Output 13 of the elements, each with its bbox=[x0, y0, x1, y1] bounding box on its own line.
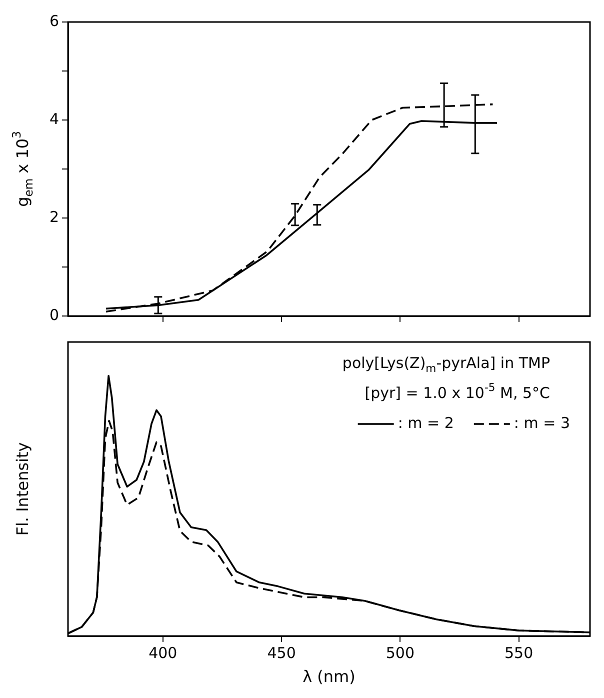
y-tick-label: 2 bbox=[49, 208, 59, 226]
legend-label: : m = 2 bbox=[398, 414, 454, 432]
x-axis-title: λ (nm) bbox=[302, 667, 356, 686]
legend-label: : m = 3 bbox=[514, 414, 570, 432]
x-tick-label: 550 bbox=[504, 644, 534, 662]
x-tick-label: 450 bbox=[267, 644, 296, 662]
x-tick-label: 500 bbox=[386, 644, 414, 662]
y-axis-title: Fl. Intensity bbox=[13, 442, 32, 536]
y-tick-label: 4 bbox=[49, 110, 59, 128]
y-axis-title: gem x 103 bbox=[10, 131, 36, 207]
y-tick-label: 6 bbox=[49, 12, 59, 30]
y-tick-label: 0 bbox=[49, 306, 59, 324]
x-tick-label: 400 bbox=[148, 644, 178, 662]
